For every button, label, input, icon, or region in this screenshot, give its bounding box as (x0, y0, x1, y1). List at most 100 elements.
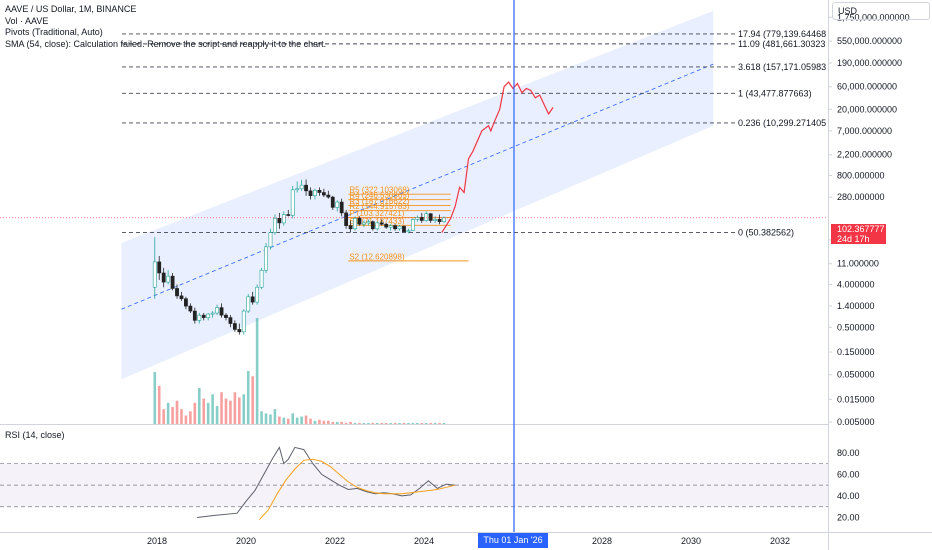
volume-legend[interactable]: Vol · AAVE (5, 15, 49, 26)
candle-body (428, 213, 433, 221)
volume-bar (340, 421, 343, 424)
volume-bar (300, 416, 303, 424)
pivots-legend[interactable]: Pivots (Traditional, Auto) (5, 27, 103, 37)
volume-bar (438, 422, 441, 424)
volume-bar (286, 418, 290, 424)
volume-bar (304, 415, 308, 424)
price-tick-label: 550,000.000000 (837, 36, 902, 46)
volume-bar (175, 400, 179, 424)
fib-level-label: 3.618 (157,171.05983 (738, 62, 826, 72)
volume-bar (264, 413, 268, 424)
volume-bar (193, 402, 197, 424)
candle-body (166, 275, 171, 283)
rsi-tick-label: 20.00 (837, 513, 860, 523)
price-tick-label: 800.000000 (837, 171, 885, 181)
candle-body (188, 305, 193, 312)
volume-bar (197, 387, 201, 424)
volume-bar (295, 417, 299, 424)
volume-bar (220, 392, 223, 424)
time-tick-label: 2028 (592, 536, 612, 546)
volume-bar (229, 400, 232, 424)
rsi-tick-label: 60.00 (837, 469, 860, 479)
volume-bar (402, 422, 406, 424)
candle-body (206, 313, 211, 318)
candle-body (317, 190, 322, 193)
pivot-label: R4 (246.530865) (349, 191, 409, 200)
volume-bar (344, 422, 348, 424)
volume-bar (353, 422, 357, 424)
candle-body (175, 288, 179, 297)
pivot-label: S1 (71.187433) (349, 217, 404, 226)
volume-bar (238, 397, 241, 424)
last-price-tag: 102.367777 24d 17h (831, 224, 886, 244)
time-tick-label: 2020 (236, 536, 256, 546)
candle-body (344, 212, 349, 226)
candle-body (321, 192, 326, 196)
candle-body (335, 201, 340, 208)
volume-bar (367, 422, 370, 424)
candle-body (215, 307, 219, 314)
volume-bar (166, 402, 170, 424)
volume-bar (318, 419, 321, 424)
candle-body (228, 317, 233, 324)
candle-body (201, 314, 206, 318)
volume-bar (246, 371, 250, 424)
volume-bar (416, 422, 419, 424)
volume-bar (260, 411, 263, 424)
currency-selector[interactable]: USD (832, 2, 930, 20)
candle-body (304, 184, 308, 192)
candle-body (157, 261, 162, 274)
volume-bar (393, 422, 397, 424)
volume-bar (313, 420, 317, 424)
fib-level-label: 11.09 (481,661.30323 (738, 39, 825, 49)
candle-body (170, 275, 175, 289)
price-tick-label: 0.050000 (837, 370, 875, 380)
candle-body (375, 222, 380, 230)
sma-error-legend[interactable]: SMA (54, close): Calculation failed. Rem… (5, 38, 327, 49)
candle-body (295, 188, 300, 191)
candle-body (379, 222, 384, 225)
candle-body (442, 217, 446, 222)
candle-body (366, 221, 371, 224)
pivot-label: R3 (187.016622) (349, 197, 409, 206)
volume-bar (255, 318, 259, 424)
volume-bar (242, 394, 246, 424)
candle-body (273, 217, 277, 233)
candle-body (255, 286, 260, 303)
candle-body (393, 225, 397, 230)
volume-bar (331, 421, 335, 424)
pivot-label: R5 (322.103068) (349, 186, 409, 195)
candle-body (219, 307, 224, 316)
channel-midline (121, 63, 714, 310)
volume-bar (184, 415, 188, 424)
candle-body (326, 194, 331, 198)
price-tick-label: 190,000.000000 (837, 58, 902, 68)
volume-bar (384, 422, 388, 424)
volume-bar (349, 421, 352, 424)
price-tick-label: 1,750,000.000000 (837, 12, 910, 22)
volume-bar (224, 398, 228, 424)
volume-bar (322, 420, 326, 424)
candle-body (152, 261, 157, 288)
rsi-legend[interactable]: RSI (14, close) (5, 430, 65, 440)
candle-body (197, 314, 202, 321)
price-tick-label: 20,000.000000 (837, 104, 897, 114)
fib-level-label: 0 (50.382562) (738, 227, 794, 237)
volume-bar (375, 422, 379, 424)
symbol-title[interactable]: AAVE / US Dollar, 1M, BINANCE (5, 4, 137, 14)
volume-bar (171, 407, 174, 424)
volume-bar (273, 409, 277, 424)
pivot-label: P (103.327421) (349, 209, 404, 218)
candle-body (415, 216, 420, 220)
price-tick-label: 0.150000 (837, 347, 875, 357)
volume-bar (162, 409, 165, 424)
candle-body (232, 323, 237, 330)
candle-body (264, 246, 268, 271)
volume-bar (327, 420, 330, 424)
candle-body (384, 223, 389, 228)
candle-body (397, 225, 402, 230)
time-tick-label: 2032 (770, 536, 790, 546)
volume-bar (291, 413, 295, 424)
